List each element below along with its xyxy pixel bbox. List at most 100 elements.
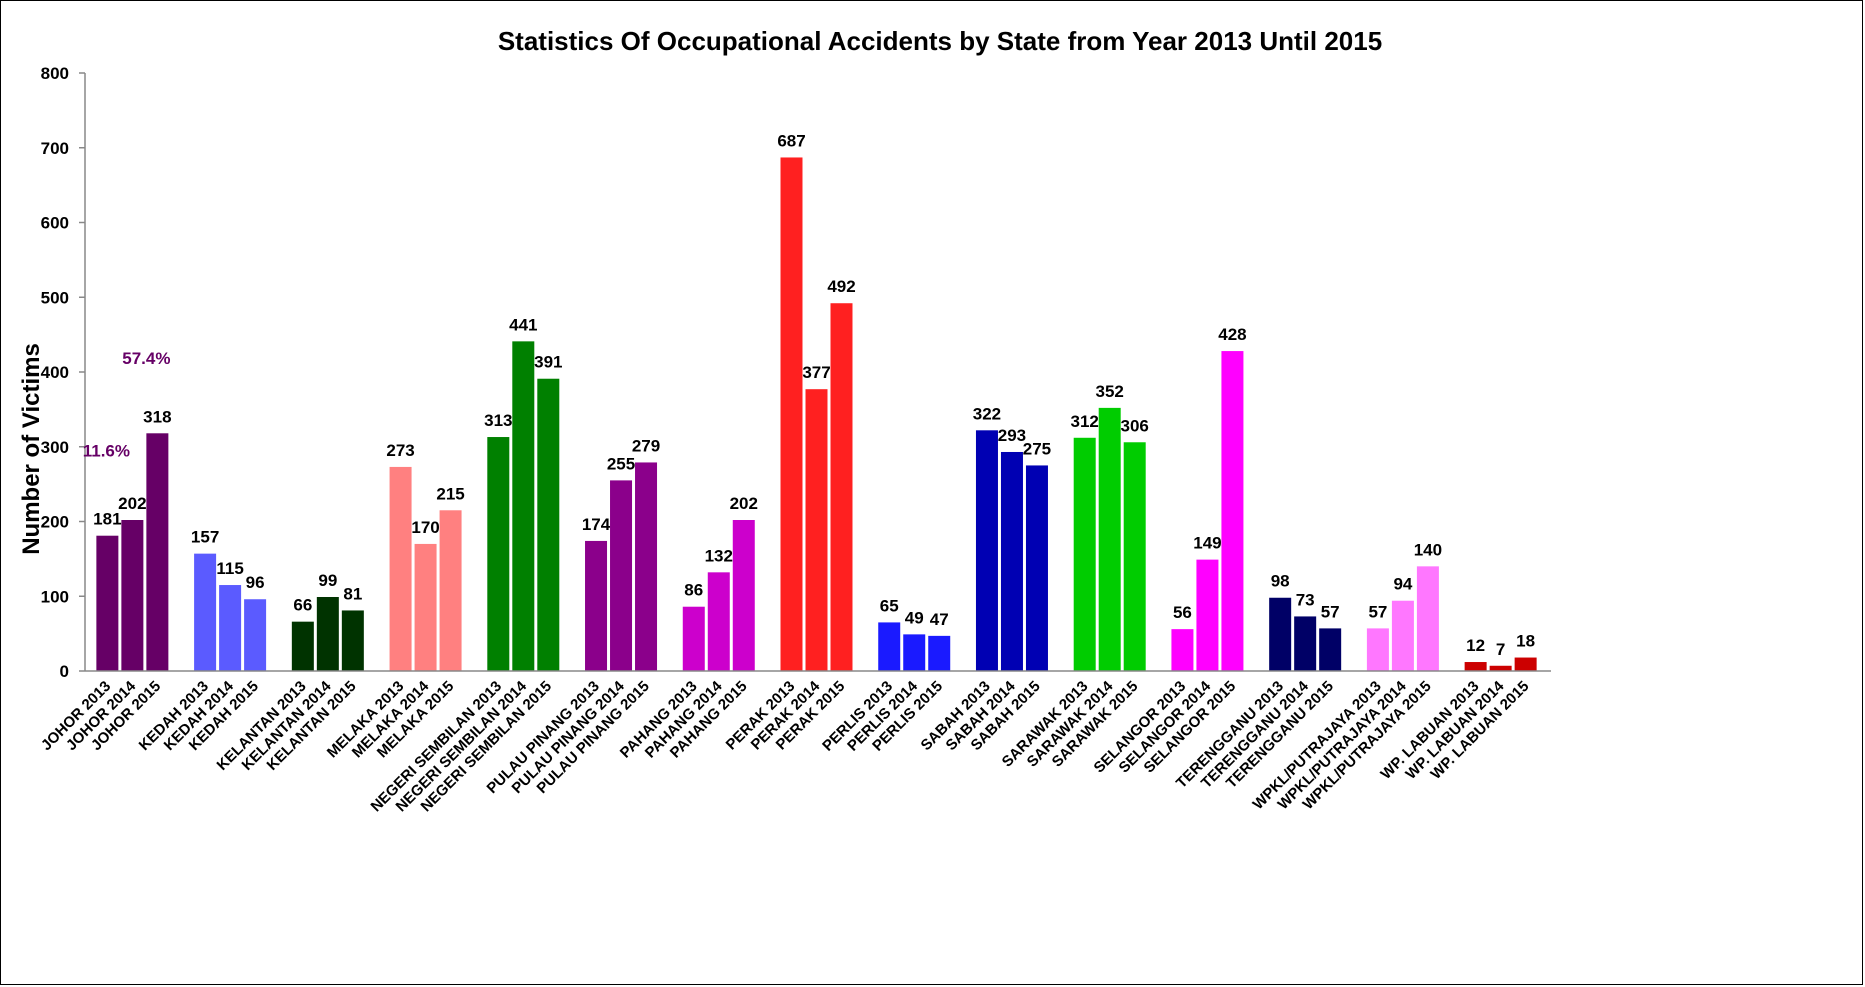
bar: [439, 510, 462, 671]
data-label: 149: [1193, 534, 1221, 553]
data-label: 492: [827, 277, 855, 296]
bar: [805, 389, 828, 671]
data-label: 279: [632, 436, 660, 455]
bar: [291, 621, 314, 671]
data-label: 115: [216, 559, 243, 578]
data-label: 86: [684, 581, 703, 600]
data-label: 181: [93, 510, 121, 529]
bar: [121, 520, 144, 671]
data-label: 293: [998, 426, 1026, 445]
bar: [389, 466, 412, 671]
bar: [1366, 628, 1389, 671]
bar: [1171, 629, 1194, 671]
y-tick-label: 300: [41, 438, 69, 457]
data-label: 318: [143, 407, 171, 426]
data-label: 73: [1296, 590, 1315, 609]
data-label: 687: [777, 131, 805, 150]
bar: [707, 572, 730, 671]
y-axis-label: Number of Victims: [18, 343, 45, 555]
data-label: 47: [930, 610, 949, 629]
bar: [537, 378, 560, 671]
bar: [341, 610, 364, 671]
data-label: 12: [1466, 636, 1485, 655]
bar: [1416, 566, 1439, 671]
percent-annotation: 11.6%: [83, 441, 130, 460]
data-label: 174: [582, 515, 611, 534]
bar: [96, 535, 119, 671]
y-tick-label: 700: [41, 139, 69, 158]
bars: 1812023181571159666998127317021531344139…: [93, 131, 1537, 671]
data-label: 157: [191, 528, 219, 547]
bar: [1514, 657, 1537, 671]
bar: [928, 635, 951, 671]
data-label: 391: [534, 353, 562, 372]
bar: [1294, 616, 1317, 671]
data-label: 312: [1071, 412, 1099, 431]
bar: [1391, 600, 1414, 671]
data-label: 49: [905, 608, 924, 627]
y-tick-label: 100: [41, 587, 69, 606]
data-label: 57: [1368, 602, 1387, 621]
data-label: 428: [1218, 325, 1246, 344]
y-tick-label: 400: [41, 363, 69, 382]
bar: [244, 599, 267, 671]
y-tick-label: 600: [41, 214, 69, 233]
bar: [635, 462, 658, 671]
y-tick-label: 0: [60, 662, 69, 681]
data-label: 441: [509, 315, 537, 334]
annotations: 11.6% 57.4%: [83, 349, 171, 460]
data-label: 65: [880, 596, 899, 615]
bar: [1000, 451, 1023, 671]
y-axis: 0 100 200 300 400 500 600 700 800: [41, 64, 86, 681]
data-label: 140: [1414, 540, 1442, 559]
chart-title: Statistics Of Occupational Accidents by …: [498, 26, 1382, 56]
bar: [1098, 407, 1121, 671]
bar: [878, 622, 901, 671]
data-label: 255: [607, 454, 635, 473]
bar: [512, 341, 535, 671]
bar: [1464, 662, 1487, 671]
data-label: 313: [484, 411, 512, 430]
data-label: 18: [1516, 632, 1535, 651]
data-label: 7: [1496, 640, 1505, 659]
data-label: 322: [973, 404, 1001, 423]
data-label: 56: [1173, 603, 1192, 622]
bar: [487, 437, 510, 671]
bar: [975, 430, 998, 671]
y-tick-label: 200: [41, 513, 69, 532]
data-label: 202: [730, 494, 758, 513]
data-label: 132: [705, 546, 733, 565]
data-label: 99: [318, 571, 337, 590]
bar: [1319, 628, 1342, 671]
bar: [585, 540, 608, 671]
data-label: 94: [1393, 575, 1412, 594]
data-label: 170: [411, 518, 439, 537]
data-label: 57: [1321, 602, 1340, 621]
bar: [610, 480, 633, 671]
y-tick-label: 500: [41, 288, 69, 307]
bar: [830, 303, 853, 671]
data-label: 98: [1271, 572, 1290, 591]
bar: [219, 585, 242, 671]
data-label: 352: [1096, 382, 1124, 401]
bar: [414, 543, 437, 671]
bar: [1123, 442, 1146, 671]
bar: [1269, 597, 1292, 671]
data-label: 215: [436, 484, 464, 503]
bar: [1196, 559, 1219, 671]
data-label: 306: [1121, 416, 1149, 435]
bar: [732, 520, 755, 671]
data-label: 377: [802, 363, 830, 382]
data-label: 273: [386, 441, 414, 460]
data-label: 81: [343, 584, 362, 603]
bar: [780, 157, 803, 671]
bar: [194, 553, 217, 671]
bar: [1025, 465, 1048, 671]
bar: [316, 596, 339, 671]
data-label: 96: [246, 573, 265, 592]
data-label: 66: [293, 596, 312, 615]
data-label: 202: [118, 494, 146, 513]
